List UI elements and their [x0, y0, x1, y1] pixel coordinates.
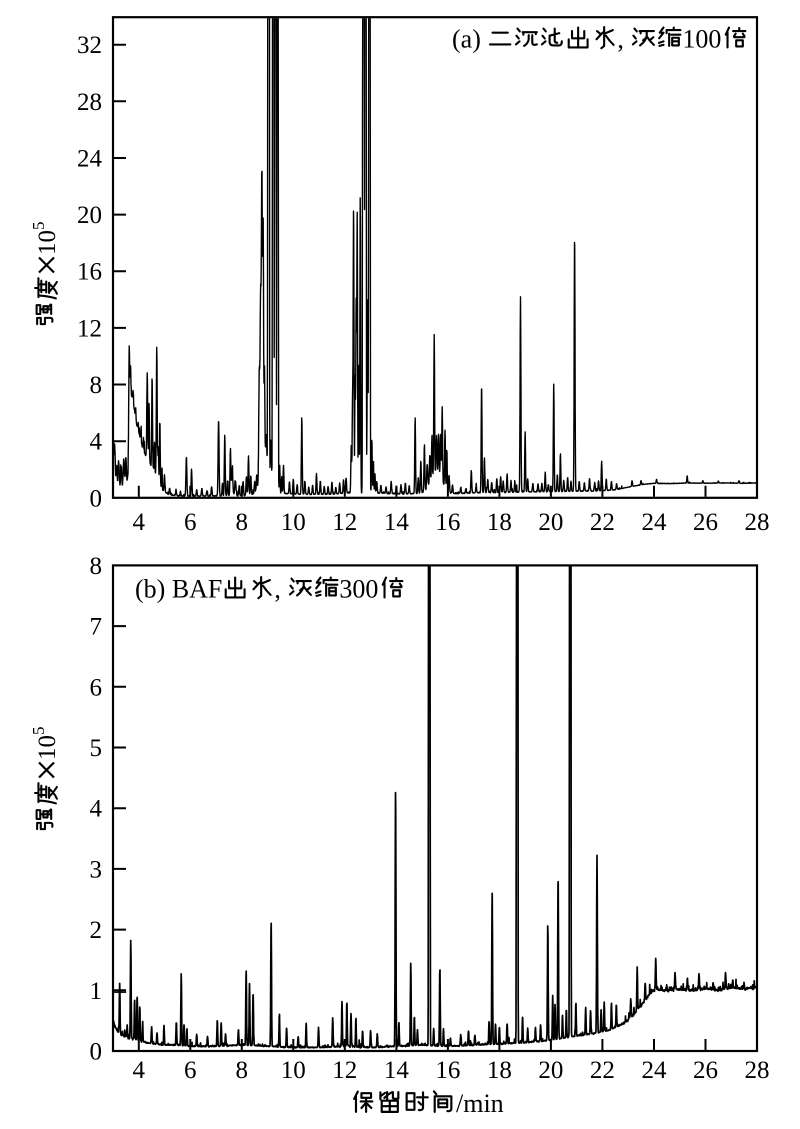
svg-text:26: 26: [693, 1057, 718, 1084]
svg-text:32: 32: [77, 32, 102, 59]
svg-text:28: 28: [745, 509, 770, 536]
svg-text:18: 18: [487, 1057, 512, 1084]
svg-text:8: 8: [90, 553, 103, 580]
svg-text:4: 4: [133, 1057, 146, 1084]
svg-text:14: 14: [384, 1057, 410, 1084]
svg-text:22: 22: [590, 509, 615, 536]
svg-text:6: 6: [184, 509, 197, 536]
svg-text:16: 16: [435, 1057, 460, 1084]
svg-text:/min: /min: [456, 1089, 504, 1118]
svg-text:28: 28: [77, 89, 102, 116]
svg-text:8: 8: [236, 509, 249, 536]
svg-text:20: 20: [538, 509, 563, 536]
svg-text:,: ,: [617, 25, 624, 54]
svg-text:14: 14: [384, 509, 410, 536]
svg-text:10: 10: [281, 1057, 306, 1084]
svg-text:2: 2: [90, 917, 103, 944]
svg-text:4: 4: [90, 796, 103, 823]
svg-text:22: 22: [590, 1057, 615, 1084]
svg-text:20: 20: [77, 202, 102, 229]
svg-text:105: 105: [29, 222, 61, 256]
svg-text:0: 0: [90, 1039, 103, 1066]
svg-text:7: 7: [90, 614, 103, 641]
svg-text:100: 100: [682, 25, 721, 54]
svg-text:300: 300: [339, 575, 378, 604]
svg-text:1: 1: [90, 978, 103, 1005]
svg-text:105: 105: [29, 727, 61, 761]
svg-text:12: 12: [77, 315, 102, 342]
svg-text:20: 20: [538, 1057, 563, 1084]
svg-text:8: 8: [90, 372, 103, 399]
svg-text:10: 10: [281, 509, 306, 536]
svg-text:24: 24: [642, 1057, 668, 1084]
svg-text:4: 4: [133, 509, 146, 536]
svg-text:16: 16: [77, 259, 102, 286]
svg-text:6: 6: [90, 674, 103, 701]
svg-text:16: 16: [435, 509, 460, 536]
svg-text:3: 3: [90, 856, 103, 883]
svg-text:24: 24: [77, 146, 103, 173]
svg-text:,: ,: [274, 575, 281, 604]
svg-text:24: 24: [642, 509, 668, 536]
svg-text:4: 4: [90, 429, 103, 456]
svg-text:12: 12: [332, 509, 357, 536]
svg-text:28: 28: [745, 1057, 770, 1084]
svg-text:26: 26: [693, 509, 718, 536]
svg-text:(b) BAF: (b) BAF: [135, 575, 222, 604]
svg-text:12: 12: [332, 1057, 357, 1084]
svg-text:18: 18: [487, 509, 512, 536]
svg-text:5: 5: [90, 735, 103, 762]
svg-text:0: 0: [90, 485, 103, 512]
svg-text:6: 6: [184, 1057, 197, 1084]
svg-text:8: 8: [236, 1057, 249, 1084]
svg-text:(a): (a): [452, 25, 481, 54]
